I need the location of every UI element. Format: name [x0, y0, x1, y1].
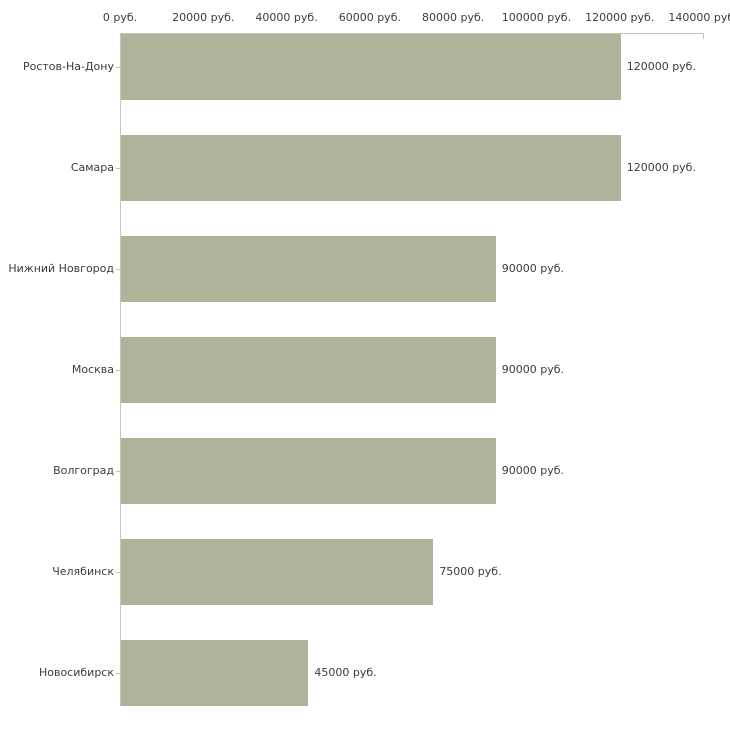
bar-1	[121, 34, 621, 100]
bar-6	[121, 539, 434, 605]
bar-value-label: 75000 руб.	[439, 565, 502, 578]
bar-value-label: 90000 руб.	[501, 262, 565, 275]
x-axis-tick-label: 20000 руб.	[172, 11, 235, 24]
bar-5	[121, 438, 496, 504]
bar-3	[121, 236, 496, 302]
x-axis-tick-label: 40000 руб.	[255, 11, 318, 24]
bar-2	[121, 135, 621, 201]
y-axis-tick-mark	[116, 168, 120, 169]
y-axis-tick-mark	[116, 370, 120, 371]
bar-value-label: 120000 руб.	[626, 161, 696, 174]
y-axis-tick-mark	[116, 269, 120, 270]
bar-4	[121, 337, 496, 403]
category-label: Ростов-На-Дону	[22, 60, 114, 73]
x-axis-tick-label: 140000 руб.	[668, 11, 730, 24]
category-label: Волгоград	[53, 464, 114, 477]
x-axis-tick-label: 80000 руб.	[422, 11, 485, 24]
bar-value-label: 45000 руб.	[314, 666, 377, 679]
x-axis-tick-label: 100000 руб.	[501, 11, 572, 24]
x-axis-line	[120, 33, 704, 34]
bar-value-label: 120000 руб.	[626, 60, 696, 73]
y-axis-tick-mark	[116, 673, 120, 674]
bar-value-label: 90000 руб.	[501, 363, 565, 376]
category-label: Самара	[70, 161, 114, 174]
y-axis-line	[120, 33, 121, 706]
x-axis-tick-mark	[703, 34, 704, 39]
category-label: Нижний Новгород	[8, 262, 114, 275]
bar-7	[121, 640, 309, 706]
bar-value-label: 90000 руб.	[501, 464, 565, 477]
y-axis-tick-mark	[116, 572, 120, 573]
x-axis-tick-label: 60000 руб.	[338, 11, 401, 24]
x-axis-tick-label: 0 руб.	[102, 11, 138, 24]
category-label: Москва	[71, 363, 114, 376]
x-axis-tick-label: 120000 руб.	[585, 11, 655, 24]
y-axis-tick-mark	[116, 67, 120, 68]
category-label: Новосибирск	[38, 666, 114, 679]
category-label: Челябинск	[52, 565, 114, 578]
y-axis-tick-mark	[116, 471, 120, 472]
